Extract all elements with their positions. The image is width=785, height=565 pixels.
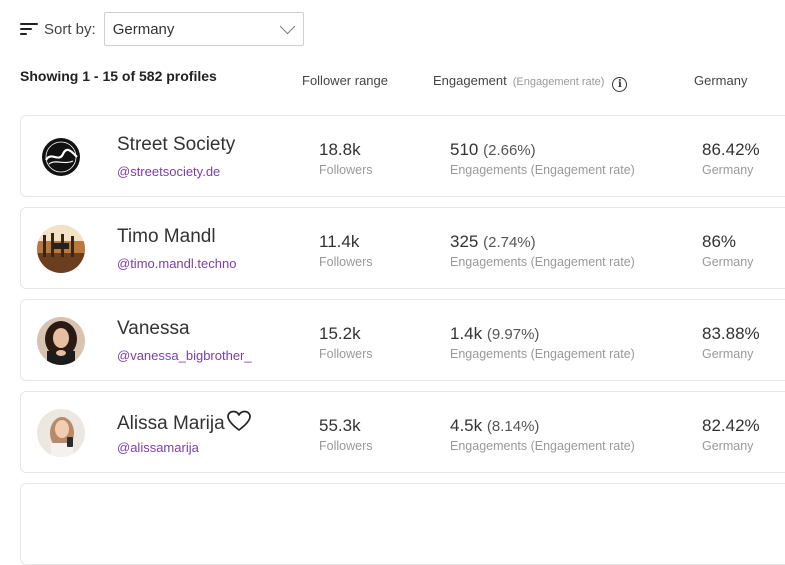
profile-name-text: Alissa Marija xyxy=(117,413,225,434)
followers-value: 15.2k xyxy=(319,324,361,343)
engagement-value: 510 (2.66%) xyxy=(450,140,536,160)
profile-name[interactable]: Timo Mandl xyxy=(117,226,216,247)
profile-name[interactable]: Vanessa xyxy=(117,318,190,339)
country-label: Germany xyxy=(702,163,754,177)
engagement-rate: (2.74%) xyxy=(483,234,536,251)
profile-handle[interactable]: @alissamarija xyxy=(117,440,199,455)
column-header-country[interactable]: Germany xyxy=(694,73,748,88)
engagement-value: 325 (2.74%) xyxy=(450,232,536,252)
country-label: Germany xyxy=(702,255,754,269)
country-percent: 86.42% xyxy=(702,140,760,159)
engagement-count: 325 xyxy=(450,232,479,251)
engagement-value: 4.5k (8.14%) xyxy=(450,416,539,436)
profile-handle[interactable]: @streetsociety.de xyxy=(117,164,221,179)
engagement-count: 510 xyxy=(450,140,479,159)
followers-value: 11.4k xyxy=(319,232,360,251)
profile-card[interactable]: Vanessa @vanessa_bigbrother_ 15.2k Follo… xyxy=(20,299,785,381)
engagement-value: 1.4k (9.97%) xyxy=(450,324,539,344)
country-label: Germany xyxy=(702,439,754,453)
engagement-count: 1.4k xyxy=(450,324,483,343)
info-icon[interactable]: i xyxy=(612,77,628,92)
country-percent: 83.88% xyxy=(702,324,760,343)
followers-label: Followers xyxy=(319,347,373,361)
sort-select-value: Germany xyxy=(112,20,175,38)
profile-card[interactable]: Street Society @streetsociety.de 18.8k F… xyxy=(20,115,785,197)
results-summary: Showing 1 - 15 of 582 profiles xyxy=(20,68,217,84)
profile-card[interactable]: Timo Mandl @timo.mandl.techno 11.4k Foll… xyxy=(20,207,785,289)
avatar-vanessa[interactable] xyxy=(37,317,85,365)
engagement-label: Engagements (Engagement rate) xyxy=(450,439,635,453)
engagement-label: Engagements (Engagement rate) xyxy=(450,163,635,177)
followers-value: 18.8k xyxy=(319,140,361,159)
profile-card[interactable] xyxy=(20,483,785,565)
country-percent: 86% xyxy=(702,232,737,251)
column-header-engagement[interactable]: Engagement (Engagement rate) i xyxy=(433,73,628,92)
engagement-label: Engagements (Engagement rate) xyxy=(450,347,635,361)
followers-label: Followers xyxy=(319,255,373,269)
avatar-street-society[interactable] xyxy=(37,133,85,181)
engagement-count: 4.5k xyxy=(450,416,483,435)
column-header-engagement-label: Engagement xyxy=(433,73,507,88)
avatar-timo-mandl[interactable] xyxy=(37,225,85,273)
avatar-alissa-marija[interactable] xyxy=(37,409,85,457)
followers-label: Followers xyxy=(319,439,373,453)
followers-label: Followers xyxy=(319,163,373,177)
column-header-follower-range[interactable]: Follower range xyxy=(302,73,388,88)
engagement-rate: (8.14%) xyxy=(486,418,540,435)
country-label: Germany xyxy=(702,347,754,361)
sort-label: Sort by: xyxy=(44,20,96,38)
engagement-rate: (9.97%) xyxy=(486,326,540,343)
followers-value: 55.3k xyxy=(319,416,361,435)
sort-lines-icon xyxy=(20,22,38,36)
profile-handle[interactable]: @timo.mandl.techno xyxy=(117,256,237,271)
sort-bar: Sort by: Germany xyxy=(20,11,304,47)
country-percent: 82.42% xyxy=(702,416,760,435)
sort-select[interactable]: Germany xyxy=(103,12,304,46)
engagement-rate: (2.66%) xyxy=(483,142,536,159)
heart-outline-icon[interactable] xyxy=(226,410,251,432)
profile-name[interactable]: Alissa Marija xyxy=(117,410,251,435)
chevron-down-icon xyxy=(279,18,295,34)
column-header-engagement-sub: (Engagement rate) xyxy=(512,76,605,88)
profile-handle[interactable]: @vanessa_bigbrother_ xyxy=(117,348,252,363)
profile-name[interactable]: Street Society xyxy=(117,134,236,155)
profile-card[interactable]: Alissa Marija @alissamarija 55.3k Follow… xyxy=(20,391,785,473)
engagement-label: Engagements (Engagement rate) xyxy=(450,255,635,269)
